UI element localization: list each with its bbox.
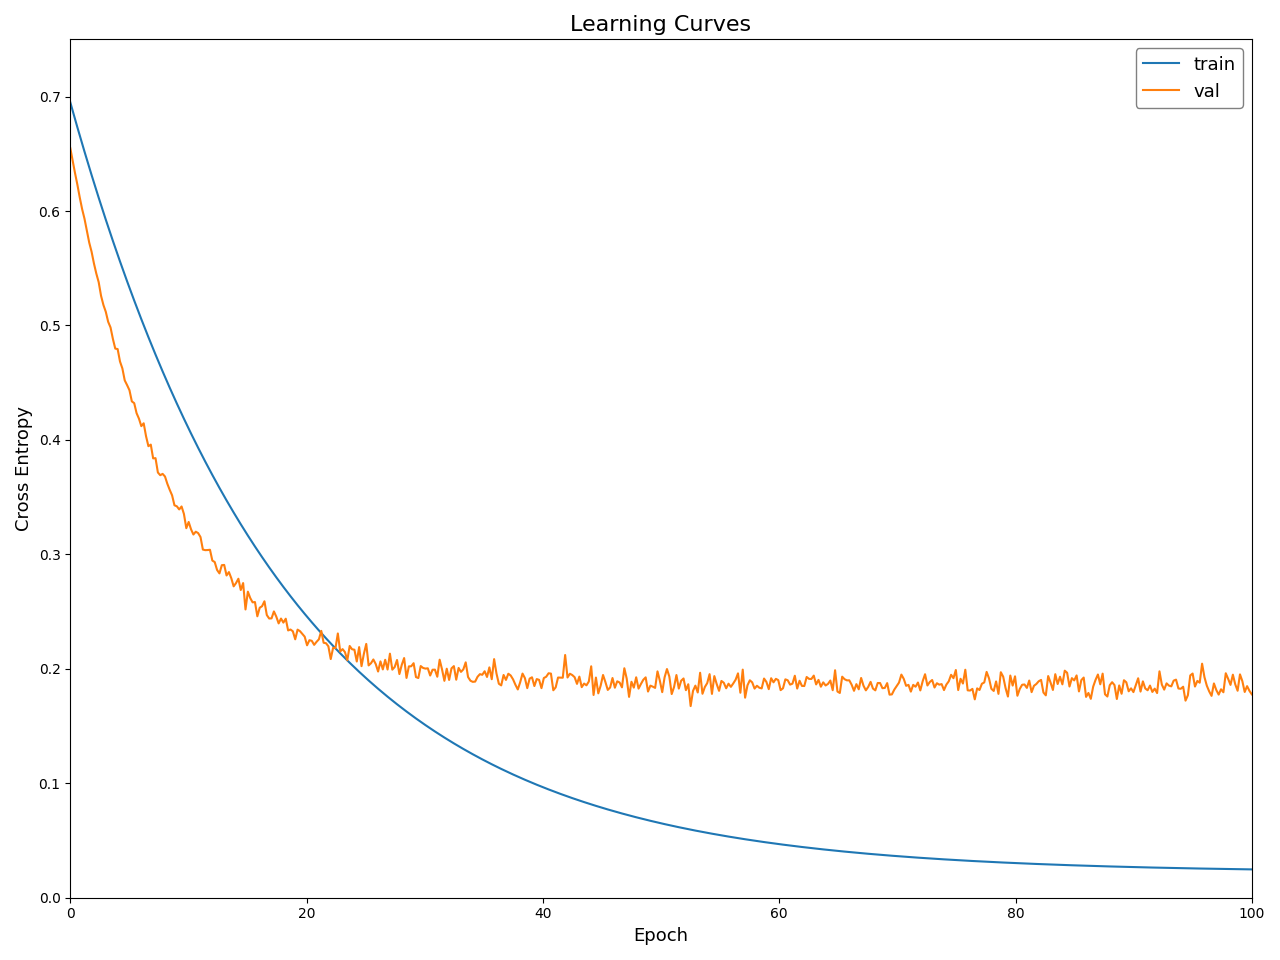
Legend: train, val: train, val <box>1135 48 1243 108</box>
train <box>63 97 78 108</box>
train <box>1030 858 1046 870</box>
val <box>1033 674 1048 685</box>
val <box>623 676 639 687</box>
train <box>631 812 646 824</box>
val <box>684 701 699 712</box>
X-axis label: Epoch: Epoch <box>634 927 689 945</box>
val <box>1219 667 1234 679</box>
train <box>765 838 781 850</box>
train <box>1216 863 1231 875</box>
Line: val: val <box>70 148 1252 707</box>
val <box>768 673 783 684</box>
val <box>704 688 719 700</box>
val <box>1244 688 1260 700</box>
val <box>63 142 78 154</box>
Line: train: train <box>70 103 1252 870</box>
Y-axis label: Cross Entropy: Cross Entropy <box>15 406 33 531</box>
train <box>701 828 717 839</box>
train <box>1244 864 1260 876</box>
Title: Learning Curves: Learning Curves <box>571 15 751 35</box>
val <box>631 683 646 694</box>
train <box>623 810 639 822</box>
